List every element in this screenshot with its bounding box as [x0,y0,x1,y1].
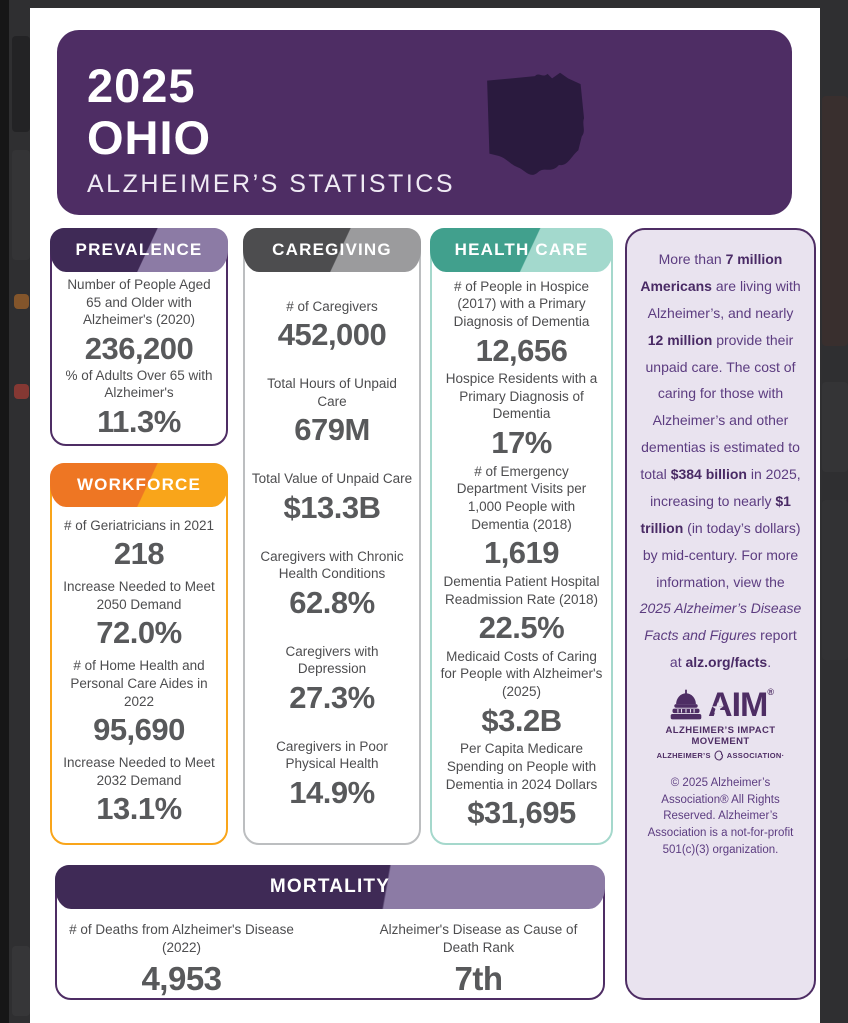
stat-hospice-count: # of People in Hospice (2017) with a Pri… [453,278,590,368]
stat-deaths: # of Deaths from Alzheimer's Disease (20… [69,922,294,998]
caregiving-card: CAREGIVING # of Caregivers 452,000 Total… [243,228,421,845]
backdrop-edge-strip [0,0,9,1023]
national-facts-sidebar: More than 7 million Americans are living… [625,228,816,1000]
stat-depression: Caregivers with Depression 27.3% [285,643,379,715]
stat-unpaid-value: Total Value of Unpaid Care $13.3B [251,471,413,525]
ohio-state-icon [487,72,585,175]
hero-year: 2025 [87,59,196,112]
backdrop-thumbnail [822,96,848,346]
backdrop-thumbnail [12,150,30,260]
hero-state: OHIO [87,111,212,164]
stat-geriatricians: # of Geriatricians in 2021 218 [63,517,215,572]
stat-hospice-percent: Hospice Residents with a Primary Diagnos… [445,371,598,461]
stat-caregivers: # of Caregivers 452,000 [277,298,387,353]
capitol-dome-icon [670,689,702,720]
caregiving-header: CAREGIVING [243,228,421,272]
stat-home-health-aides: # of Home Health and Personal Care Aides… [70,658,208,748]
mortality-header: MORTALITY [55,865,605,909]
backdrop-thumbnail [822,382,848,472]
copyright-text: © 2025 Alzheimer’s Association® All Righ… [647,777,794,856]
backdrop-thumbnail [12,946,30,1016]
stat-medicaid-costs: Medicaid Costs of Caring for People with… [440,648,603,738]
workforce-card: WORKFORCE # of Geriatricians in 2021 218… [50,463,228,845]
healthcare-header: HEALTH CARE [430,228,613,272]
backdrop-thumbnail [12,36,30,132]
stat-readmission-rate: Dementia Patient Hospital Readmission Ra… [443,573,600,646]
stat-unpaid-hours: Total Hours of Unpaid Care 679M [267,376,397,448]
backdrop-thumbnail [822,500,848,660]
mortality-card: MORTALITY # of Deaths from Alzheimer's D… [55,865,605,1000]
prevalence-card: PREVALENCE Number of People Aged 65 and … [50,228,228,446]
stat-chronic-conditions: Caregivers with Chronic Health Condition… [260,548,404,620]
national-facts-paragraph: More than 7 million Americans are living… [639,251,802,671]
prevalence-header: PREVALENCE [50,228,228,272]
stat-medicare-spending: Per Capita Medicare Spending on People w… [445,741,598,831]
brain-profile-icon [714,750,723,761]
stat-prevalence-percent: % of Adults Over 65 with Alzheimer's 11.… [65,367,213,439]
stat-death-rank: Alzheimer's Disease as Cause of Death Ra… [379,922,578,998]
aim-logo: AIM® ★ [639,688,802,722]
healthcare-card: HEALTH CARE # of People in Hospice (2017… [430,228,613,845]
backdrop-thumbnail [14,384,29,399]
stat-prevalence-count: Number of People Aged 65 and Older with … [67,277,211,366]
hero-subtitle: ALZHEIMER’S STATISTICS [87,170,456,198]
aim-movement-label: ALZHEIMER’S IMPACT MOVEMENT [665,725,776,747]
stat-increase-2050: Increase Needed to Meet 2050 Demand 72.0… [63,579,215,651]
infographic-page: 2025 OHIO ALZHEIMER’S STATISTICS PREVALE… [30,8,820,1023]
stat-ed-visits: # of Emergency Department Visits per 1,0… [456,463,587,571]
stat-increase-2032: Increase Needed to Meet 2032 Demand 13.1… [63,754,215,827]
backdrop-thumbnail [14,294,29,309]
alz-association-label: ALZHEIMER’S ASSOCIATION· [656,750,785,761]
workforce-header: WORKFORCE [50,463,228,507]
stat-poor-health: Caregivers in Poor Physical Health 14.9% [276,738,388,810]
alz-org-facts-link[interactable]: alz.org/facts [685,654,768,671]
hero-banner: 2025 OHIO ALZHEIMER’S STATISTICS [57,30,792,215]
aim-wordmark: AIM® ★ [708,686,774,724]
star-icon: ★ [711,700,724,717]
